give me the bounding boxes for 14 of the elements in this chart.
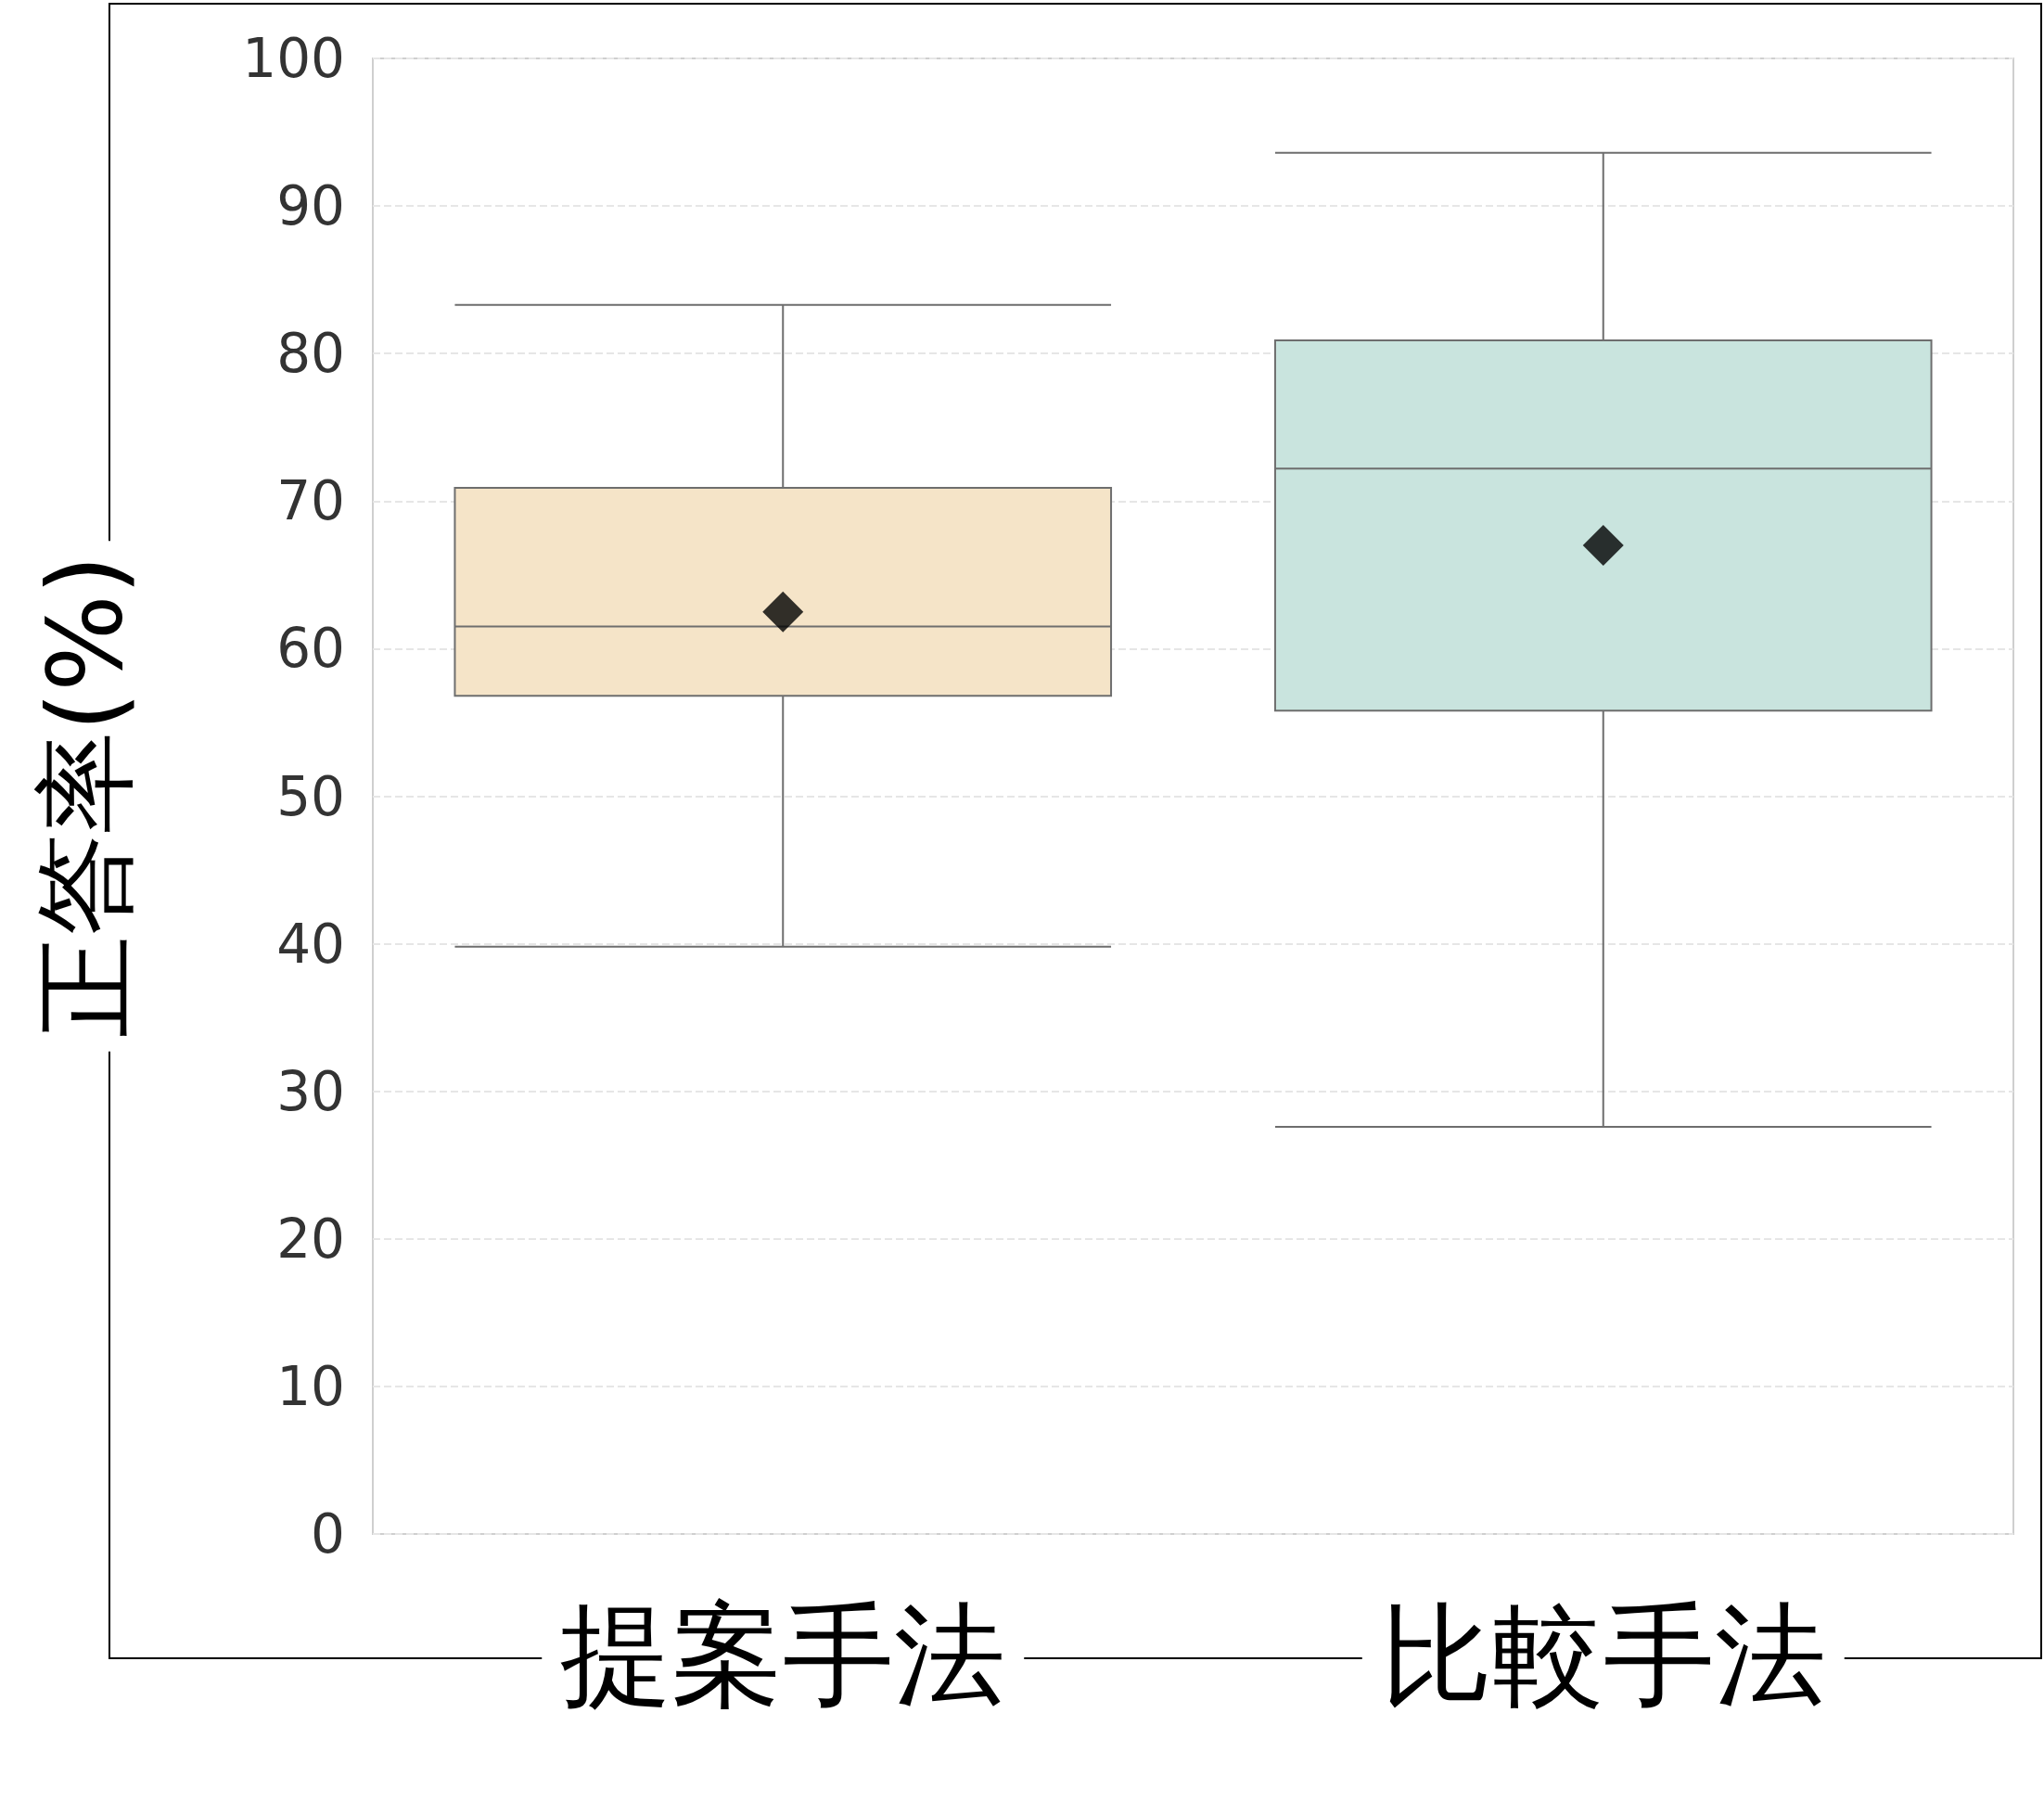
y-tick-label: 60 [276, 617, 345, 681]
y-tick-label: 80 [276, 322, 345, 386]
y-tick-label: 100 [242, 27, 345, 90]
y-tick-label: 30 [276, 1059, 345, 1123]
y-tick-label: 40 [276, 912, 345, 976]
y-tick-label: 70 [276, 469, 345, 533]
y-tick-label: 20 [276, 1207, 345, 1271]
y-tick-label: 0 [311, 1502, 345, 1566]
x-tick-label: 提案手法 [560, 1590, 1006, 1719]
y-tick-label: 50 [276, 764, 345, 828]
x-tick-label: 比較手法 [1380, 1590, 1826, 1719]
y-tick-label: 10 [276, 1354, 345, 1418]
y-tick-label: 90 [276, 174, 345, 238]
y-axis-title: 正答率(%) [26, 555, 145, 1038]
